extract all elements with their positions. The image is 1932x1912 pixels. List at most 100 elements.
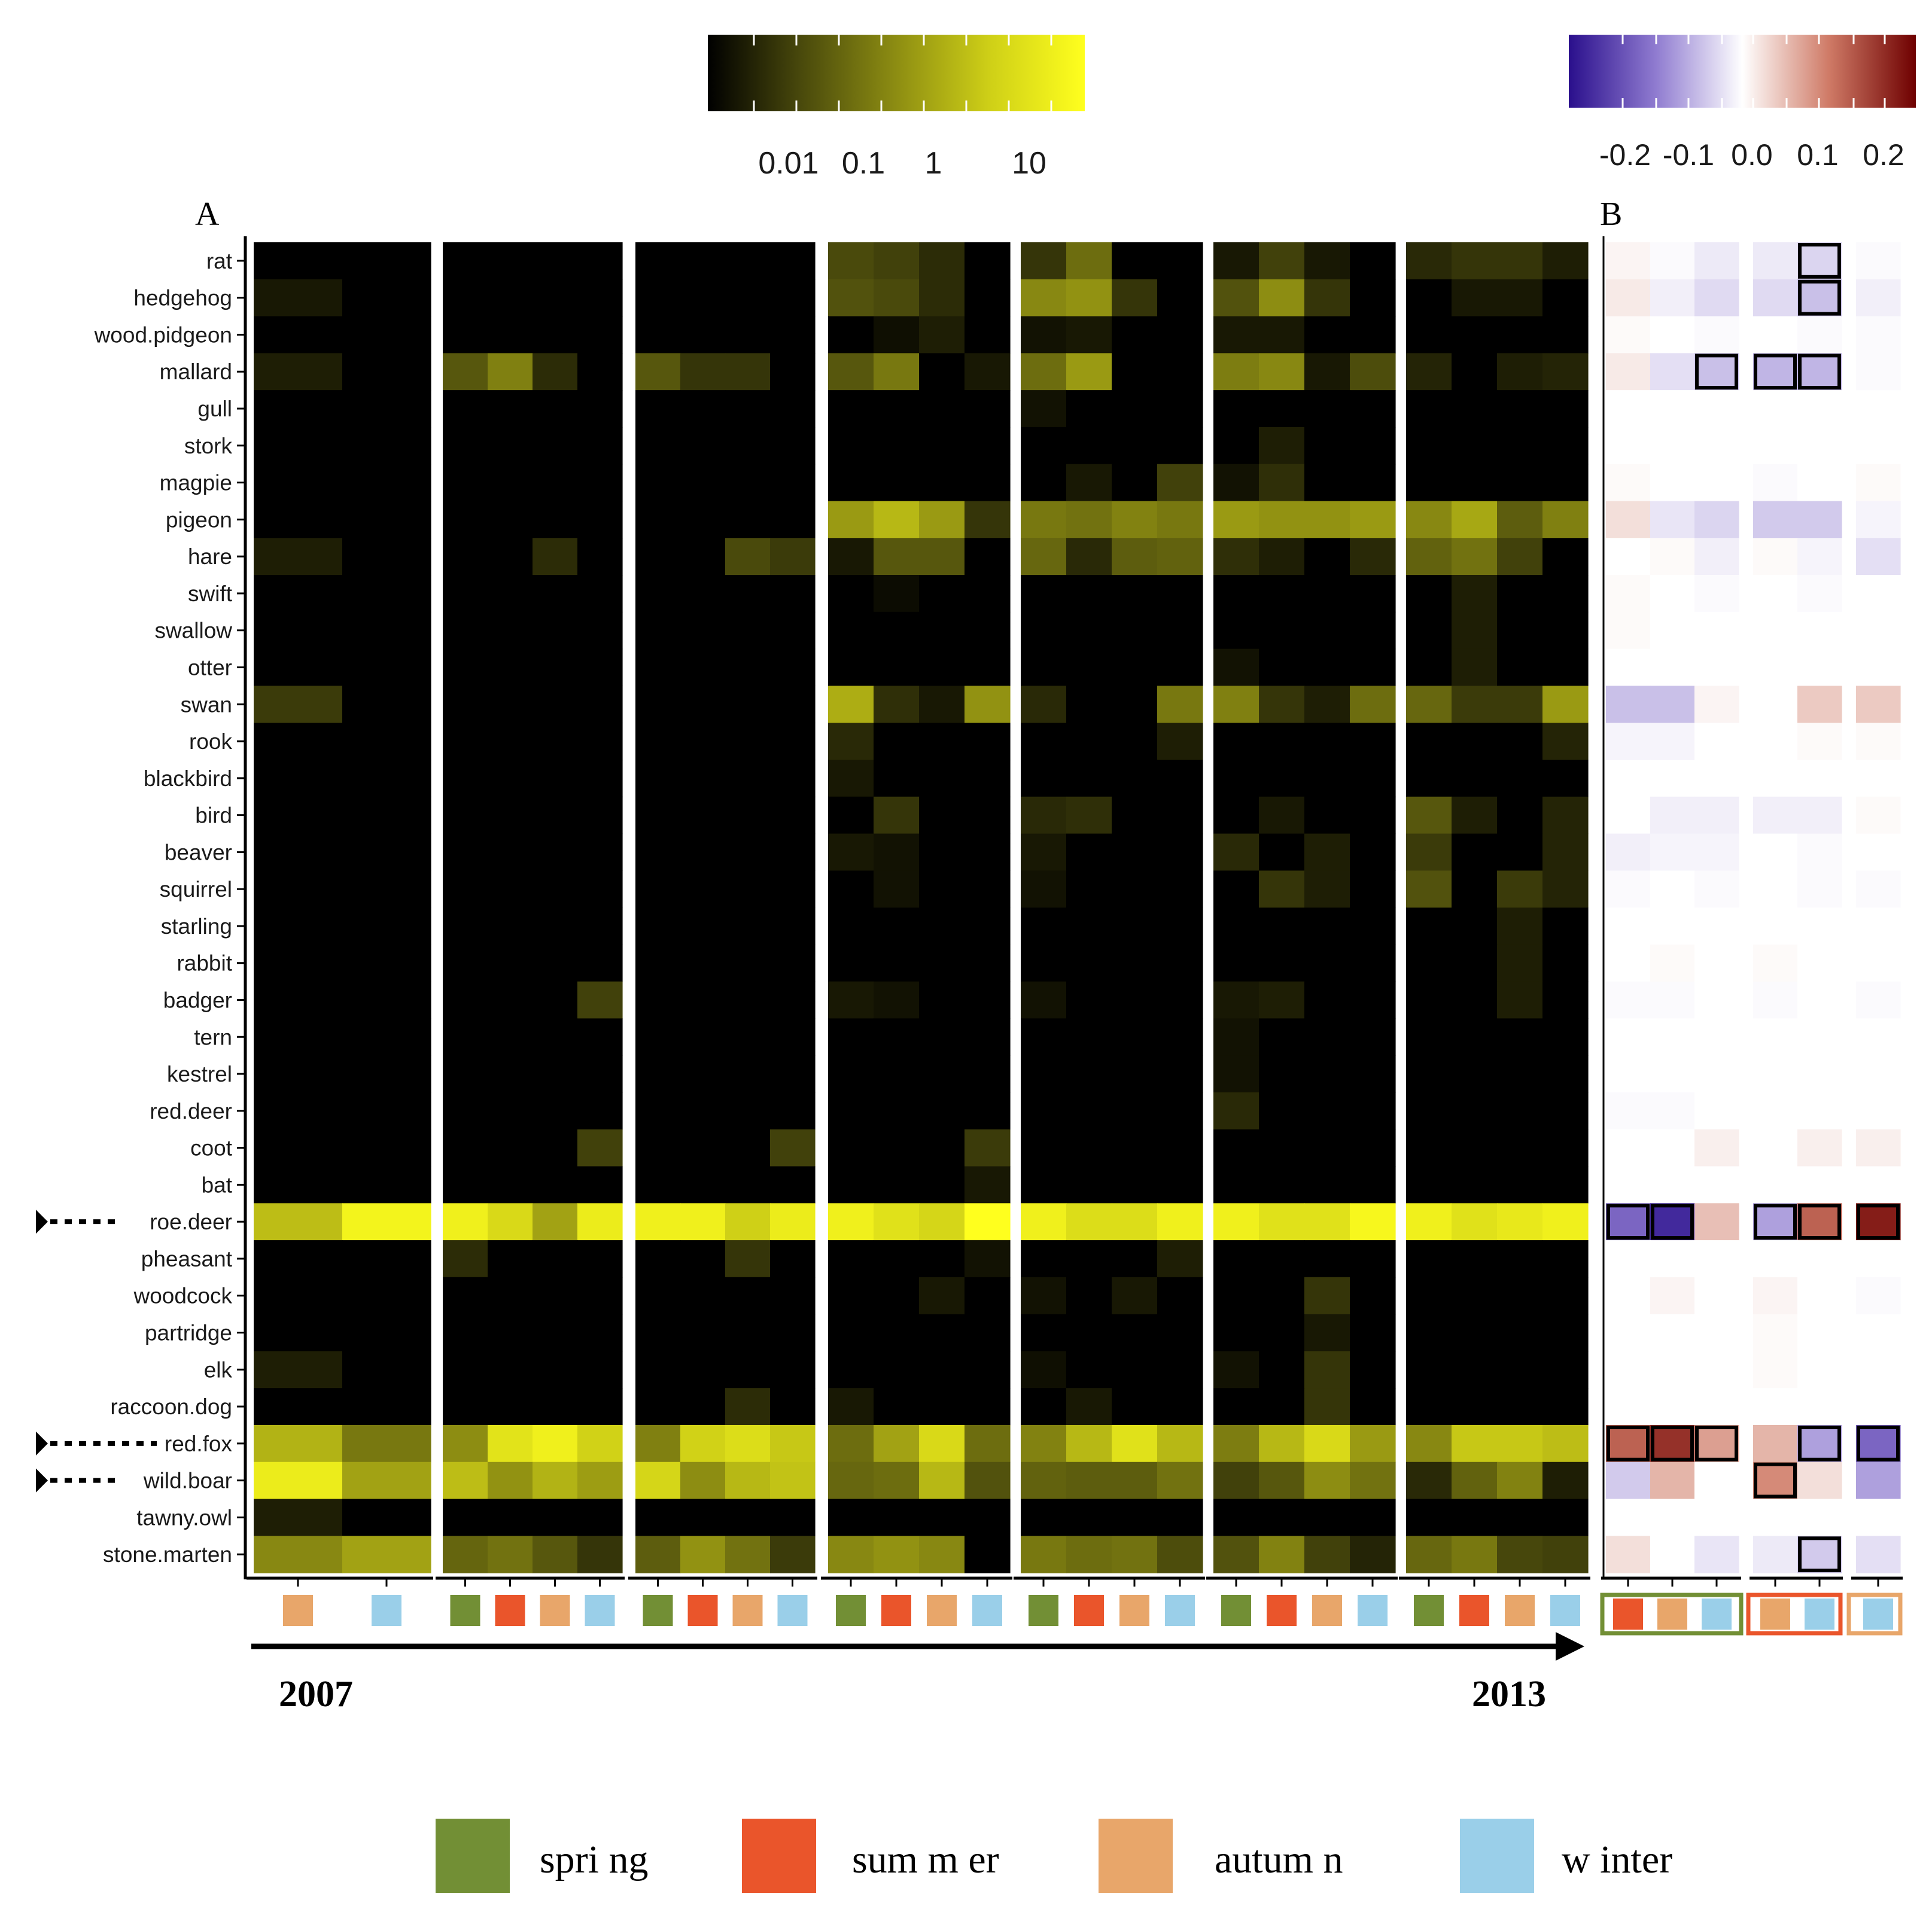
heatmap-a-cell <box>443 1277 488 1315</box>
heatmap-a-cell <box>680 944 726 982</box>
heatmap-a-cell <box>1304 279 1350 317</box>
heatmap-a-cell <box>828 464 874 502</box>
heatmap-a-cell <box>1157 279 1203 317</box>
heatmap-b-cell <box>1797 1203 1842 1241</box>
heatmap-a-cell <box>770 908 816 945</box>
heatmap-a-cell <box>965 1129 1011 1167</box>
heatmap-a-cell <box>1213 501 1259 538</box>
heatmap-b-cell <box>1650 1351 1695 1389</box>
heatmap-a-cell <box>635 390 681 428</box>
heatmap-a-cell <box>254 353 343 391</box>
heatmap-a-cell <box>1497 575 1543 613</box>
heatmap-a-cell <box>342 538 431 576</box>
heatmap-a-cell <box>635 1092 681 1130</box>
heatmap-a-cell <box>1406 759 1452 797</box>
heatmap-a-cell <box>965 390 1011 428</box>
heatmap-a-cell <box>342 1129 431 1167</box>
heatmap-a-cell <box>1021 1129 1067 1167</box>
heatmap-a-cell <box>443 723 488 760</box>
season-swatch-summer <box>1613 1599 1643 1630</box>
heatmap-a-cell <box>1350 649 1396 686</box>
heatmap-a-cell <box>770 1424 816 1463</box>
heatmap-a-cell <box>1350 833 1396 871</box>
heatmap-b-cell <box>1797 1092 1842 1130</box>
heatmap-a-cell <box>254 501 343 538</box>
heatmap-a-cell <box>1066 1462 1112 1500</box>
heatmap-a-cell <box>1350 944 1396 982</box>
heatmap-a-cell <box>1157 1462 1203 1500</box>
heatmap-a-cell <box>488 538 533 576</box>
heatmap-a-cell <box>1350 908 1396 945</box>
heatmap-b-cell <box>1797 796 1842 835</box>
heatmap-a-cell <box>533 611 578 650</box>
heatmap-a-cell <box>919 1055 965 1093</box>
heatmap-a-cell <box>1406 981 1452 1019</box>
heatmap-a-cell <box>488 1314 533 1351</box>
heatmap-b-cell <box>1856 575 1901 613</box>
heatmap-a-cell <box>533 1424 578 1463</box>
heatmap-a-cell <box>1542 353 1589 391</box>
heatmap-a-cell <box>254 1055 343 1093</box>
heatmap-a-cell <box>1452 1018 1498 1056</box>
heatmap-a-cell <box>1542 796 1589 835</box>
heatmap-a-cell <box>725 1277 771 1315</box>
heatmap-a-cell <box>1021 611 1067 650</box>
heatmap-a-cell <box>254 1240 343 1278</box>
heatmap-a-cell <box>1350 611 1396 650</box>
heatmap-a-cell <box>725 1055 771 1093</box>
row-label: starling <box>161 914 232 939</box>
heatmap-a-cell <box>770 1240 816 1278</box>
heatmap-a-cell <box>1497 1351 1543 1389</box>
heatmap-b-cell <box>1753 353 1798 391</box>
heatmap-a-cell <box>1066 242 1112 280</box>
heatmap-a-cell <box>1406 944 1452 982</box>
heatmap-b-significance-box <box>1798 1204 1841 1240</box>
heatmap-a-cell <box>1066 759 1112 797</box>
heatmap-a-cell <box>1213 686 1259 723</box>
heatmap-a-cell <box>1542 833 1589 871</box>
row-label: badger <box>163 988 232 1012</box>
heatmap-b-cell <box>1694 1351 1739 1389</box>
heatmap-b-cell <box>1606 316 1651 354</box>
heatmap-a-cell <box>770 1129 816 1167</box>
heatmap-a-cell <box>919 538 965 576</box>
heatmap-a-cell <box>443 427 488 465</box>
heatmap-b-cell <box>1694 1092 1739 1130</box>
heatmap-a-cell <box>1157 538 1203 576</box>
heatmap-a-cell <box>1066 279 1112 317</box>
heatmap-a-cell <box>1213 316 1259 354</box>
heatmap-a-cell <box>919 686 965 723</box>
heatmap-a-cell <box>254 611 343 650</box>
heatmap-a-cell <box>1021 1092 1067 1130</box>
heatmap-a-cell <box>488 944 533 982</box>
heatmap-a-cell <box>1213 1388 1259 1426</box>
heatmap-a-cell <box>965 723 1011 760</box>
heatmap-a-cell <box>770 981 816 1019</box>
heatmap-a-cell <box>680 501 726 538</box>
heatmap-a-cell <box>488 870 533 908</box>
heatmap-a-cell <box>1157 501 1203 538</box>
heatmap-a-cell <box>577 723 623 760</box>
heatmap-a-cell <box>874 1092 920 1130</box>
heatmap-a-cell <box>635 944 681 982</box>
heatmap-a-cell <box>533 723 578 760</box>
heatmap-a-cell <box>1259 1166 1305 1204</box>
heatmap-b-cell <box>1606 686 1651 723</box>
heatmap-a-cell <box>770 1536 816 1573</box>
heatmap-a-cell <box>919 870 965 908</box>
heatmap-a-cell <box>1066 1388 1112 1426</box>
heatmap-a-cell <box>1066 870 1112 908</box>
heatmap-a-cell <box>680 1055 726 1093</box>
colorbar-b-bar <box>1569 35 1916 108</box>
heatmap-a-cell <box>488 427 533 465</box>
heatmap-a-cell <box>342 833 431 871</box>
heatmap-b-cell <box>1694 279 1739 317</box>
heatmap-a-cell <box>533 1240 578 1278</box>
heatmap-b-cell <box>1753 1499 1798 1536</box>
heatmap-a-cell <box>1542 1536 1589 1573</box>
heatmap-b-cell <box>1753 1129 1798 1167</box>
heatmap-a-cell <box>1157 649 1203 686</box>
heatmap-a-cell <box>874 1424 920 1463</box>
heatmap-a-cell <box>635 353 681 391</box>
heatmap-a-cell <box>828 1240 874 1278</box>
